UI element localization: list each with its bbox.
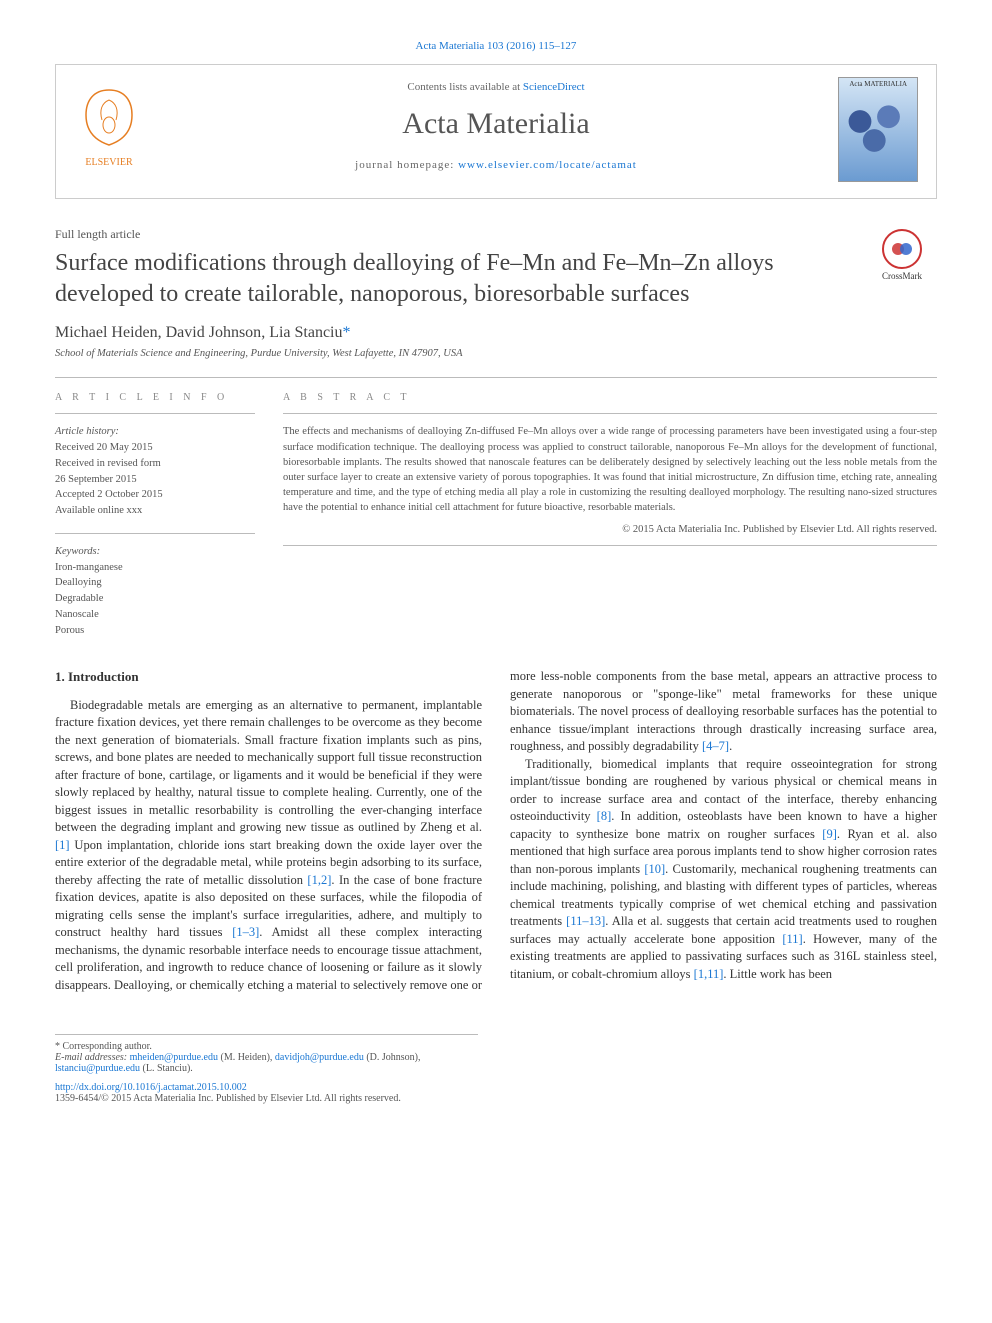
keyword-3: Degradable [55, 591, 255, 607]
article-title: Surface modifications through dealloying… [55, 248, 937, 310]
author-1: Michael Heiden [55, 324, 158, 341]
citation-line: Acta Materialia 103 (2016) 115–127 [55, 40, 937, 52]
accepted-date: Accepted 2 October 2015 [55, 487, 255, 503]
email-who-2: (D. Johnson), [364, 1052, 421, 1063]
keywords-label: Keywords: [55, 544, 255, 560]
citation-ref[interactable]: [11–13] [566, 914, 605, 928]
authors: Michael Heiden, David Johnson, Lia Stanc… [55, 324, 937, 342]
revised-date: 26 September 2015 [55, 472, 255, 488]
email-link-3[interactable]: lstanciu@purdue.edu [55, 1063, 140, 1074]
abstract-divider [283, 413, 937, 414]
journal-homepage: journal homepage: www.elsevier.com/locat… [74, 159, 918, 171]
crossmark-badge[interactable]: CrossMark [867, 229, 937, 281]
keyword-4: Nanoscale [55, 607, 255, 623]
info-divider-2 [55, 533, 255, 534]
issn-copyright: 1359-6454/© 2015 Acta Materialia Inc. Pu… [55, 1093, 937, 1104]
author-3: Lia Stanciu [269, 324, 342, 341]
author-2: David Johnson [166, 324, 262, 341]
citation-ref[interactable]: [1,2] [307, 873, 331, 887]
cover-label: Acta MATERIALIA [849, 80, 906, 88]
email-who-3: (L. Stanciu). [140, 1063, 193, 1074]
journal-name: Acta Materialia [74, 107, 918, 141]
keyword-1: Iron-manganese [55, 560, 255, 576]
citation-ref[interactable]: [11] [782, 932, 802, 946]
email-link-1[interactable]: mheiden@purdue.edu [130, 1052, 218, 1063]
elsevier-logo: ELSEVIER [74, 85, 144, 179]
email-addresses: E-mail addresses: mheiden@purdue.edu (M.… [55, 1052, 478, 1074]
homepage-link[interactable]: www.elsevier.com/locate/actamat [458, 159, 637, 171]
article-info: A R T I C L E I N F O Article history: R… [55, 392, 255, 638]
article-type: Full length article [55, 227, 937, 242]
contents-prefix: Contents lists available at [407, 81, 522, 93]
article-history: Article history: Received 20 May 2015 Re… [55, 424, 255, 519]
contents-available: Contents lists available at ScienceDirec… [74, 81, 918, 93]
corresponding-author-note: * Corresponding author. [55, 1041, 478, 1052]
citation-ref[interactable]: [9] [822, 827, 837, 841]
crossmark-label: CrossMark [882, 271, 922, 281]
abstract-bottom-divider [283, 545, 937, 546]
citation-ref[interactable]: [4–7] [702, 739, 729, 753]
citation-ref[interactable]: [10] [644, 862, 665, 876]
journal-cover-thumbnail: Acta MATERIALIA [838, 77, 918, 182]
email-label: E-mail addresses: [55, 1052, 130, 1063]
citation-ref[interactable]: [1] [55, 838, 70, 852]
online-date: Available online xxx [55, 503, 255, 519]
crossmark-icon [882, 229, 922, 269]
journal-header: ELSEVIER Acta MATERIALIA Contents lists … [55, 64, 937, 199]
history-label: Article history: [55, 424, 255, 440]
keyword-2: Dealloying [55, 575, 255, 591]
corresponding-mark: * [343, 324, 351, 341]
article-info-heading: A R T I C L E I N F O [55, 392, 255, 403]
footnotes: * Corresponding author. E-mail addresses… [55, 1034, 478, 1074]
divider [55, 377, 937, 378]
citation-ref[interactable]: [1,11] [694, 967, 724, 981]
sciencedirect-link[interactable]: ScienceDirect [523, 81, 585, 93]
abstract: A B S T R A C T The effects and mechanis… [283, 392, 937, 638]
doi-link[interactable]: http://dx.doi.org/10.1016/j.actamat.2015… [55, 1082, 937, 1093]
citation-ref[interactable]: [8] [597, 809, 612, 823]
abstract-heading: A B S T R A C T [283, 392, 937, 403]
info-divider [55, 413, 255, 414]
received-date: Received 20 May 2015 [55, 440, 255, 456]
abstract-text: The effects and mechanisms of dealloying… [283, 424, 937, 515]
article-body: 1. Introduction Biodegradable metals are… [55, 668, 937, 994]
body-paragraph-2: Traditionally, biomedical implants that … [510, 756, 937, 984]
keywords: Keywords: Iron-manganese Dealloying Degr… [55, 544, 255, 639]
revised-label: Received in revised form [55, 456, 255, 472]
homepage-prefix: journal homepage: [355, 159, 458, 171]
citation-ref[interactable]: [1–3] [232, 925, 259, 939]
affiliation: School of Materials Science and Engineer… [55, 348, 937, 359]
email-link-2[interactable]: davidjoh@purdue.edu [275, 1052, 364, 1063]
email-who-1: (M. Heiden), [218, 1052, 275, 1063]
section-1-heading: 1. Introduction [55, 668, 482, 686]
svg-text:ELSEVIER: ELSEVIER [85, 157, 133, 168]
keyword-5: Porous [55, 623, 255, 639]
abstract-copyright: © 2015 Acta Materialia Inc. Published by… [283, 524, 937, 535]
